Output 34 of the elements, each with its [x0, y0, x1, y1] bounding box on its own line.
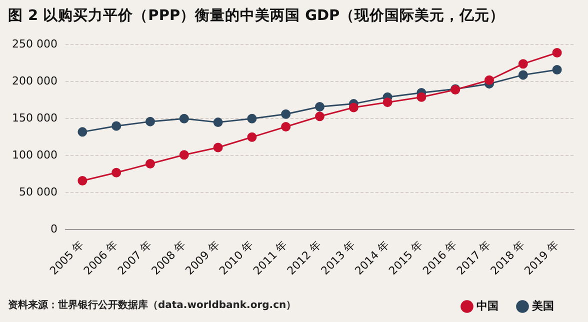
point [281, 109, 291, 119]
point [484, 75, 494, 85]
y-tick-label: 100 000 [12, 148, 58, 162]
point [179, 150, 189, 160]
point [348, 102, 358, 112]
point [382, 98, 392, 108]
y-tick-label: 150 000 [12, 111, 58, 124]
point [416, 92, 426, 102]
point [518, 70, 528, 80]
point [281, 122, 291, 132]
text: 资料来源：世界银行公开数据库（data.worldbank.org.cn） [8, 298, 296, 312]
chart-title: 图 2 以购买力平价（PPP）衡量的中美两国 GDP（现价国际美元，亿元） [8, 6, 505, 25]
point [213, 142, 223, 152]
point [145, 159, 155, 169]
y-tick-label: 250 000 [12, 37, 58, 50]
legend-label: 中国 [476, 299, 498, 312]
point [78, 176, 88, 186]
point [213, 118, 223, 128]
point [314, 102, 324, 112]
legend-label: 美国 [531, 299, 554, 312]
point [247, 114, 257, 124]
point [314, 112, 324, 122]
point [552, 48, 562, 58]
y-tick-label: 0 [50, 222, 58, 236]
point [518, 59, 528, 69]
y-tick-label: 50 000 [18, 185, 58, 198]
point [179, 114, 189, 124]
point [247, 132, 257, 142]
point [112, 121, 122, 131]
point [552, 65, 562, 75]
y-tick-label: 200 000 [12, 74, 58, 88]
point [145, 116, 155, 126]
point [112, 168, 122, 178]
point [78, 127, 88, 137]
